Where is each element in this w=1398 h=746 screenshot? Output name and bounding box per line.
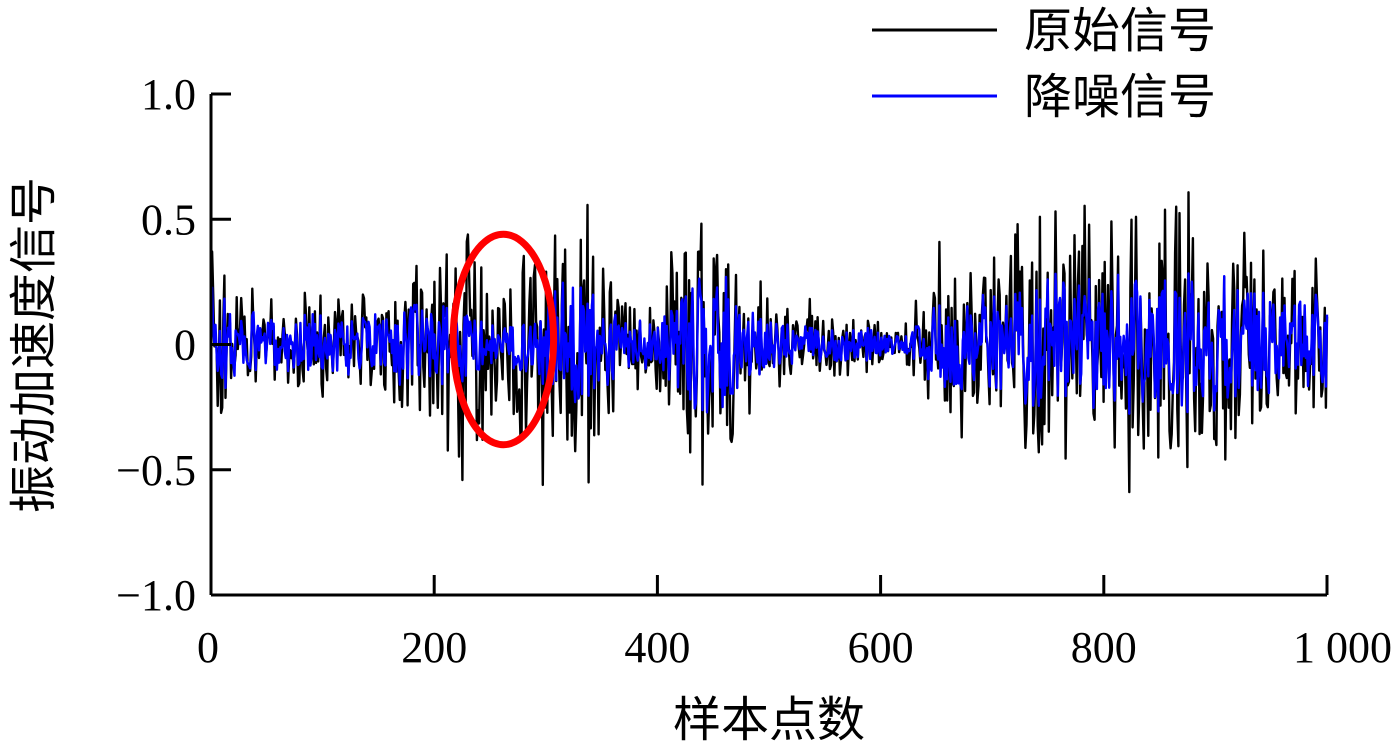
x-tick-label: 200 [401,623,467,672]
x-axis-title: 样本点数 [673,694,865,746]
x-tick-label: 600 [848,623,914,672]
annotation-layer [449,230,558,449]
x-tick-label: 1 000 [1293,623,1392,672]
y-tick-label: 0.5 [141,195,196,244]
y-tick-label: 1.0 [141,70,196,119]
x-tick-label: 400 [624,623,690,672]
highlight-ellipse [449,230,558,449]
series-line-denoised [209,272,1329,415]
y-tick-label: −1.0 [116,571,196,620]
x-tick-label: 800 [1071,623,1137,672]
plot-area [209,191,1329,494]
x-ticks: 0 200 400 600 800 1 000 [197,575,1392,672]
series-layer [209,191,1329,494]
y-tick-label: 0 [174,321,196,370]
y-axis-title: 振动加速度信号 [8,177,61,513]
y-ticks: 1.0 0.5 0 −0.5 −1.0 [116,70,231,620]
y-tick-label: −0.5 [116,446,196,495]
x-tick-label: 0 [197,623,219,672]
legend-label-denoised: 降噪信号 [1024,71,1216,124]
legend-label-original: 原始信号 [1024,5,1216,58]
legend: 原始信号 降噪信号 [872,5,1216,124]
